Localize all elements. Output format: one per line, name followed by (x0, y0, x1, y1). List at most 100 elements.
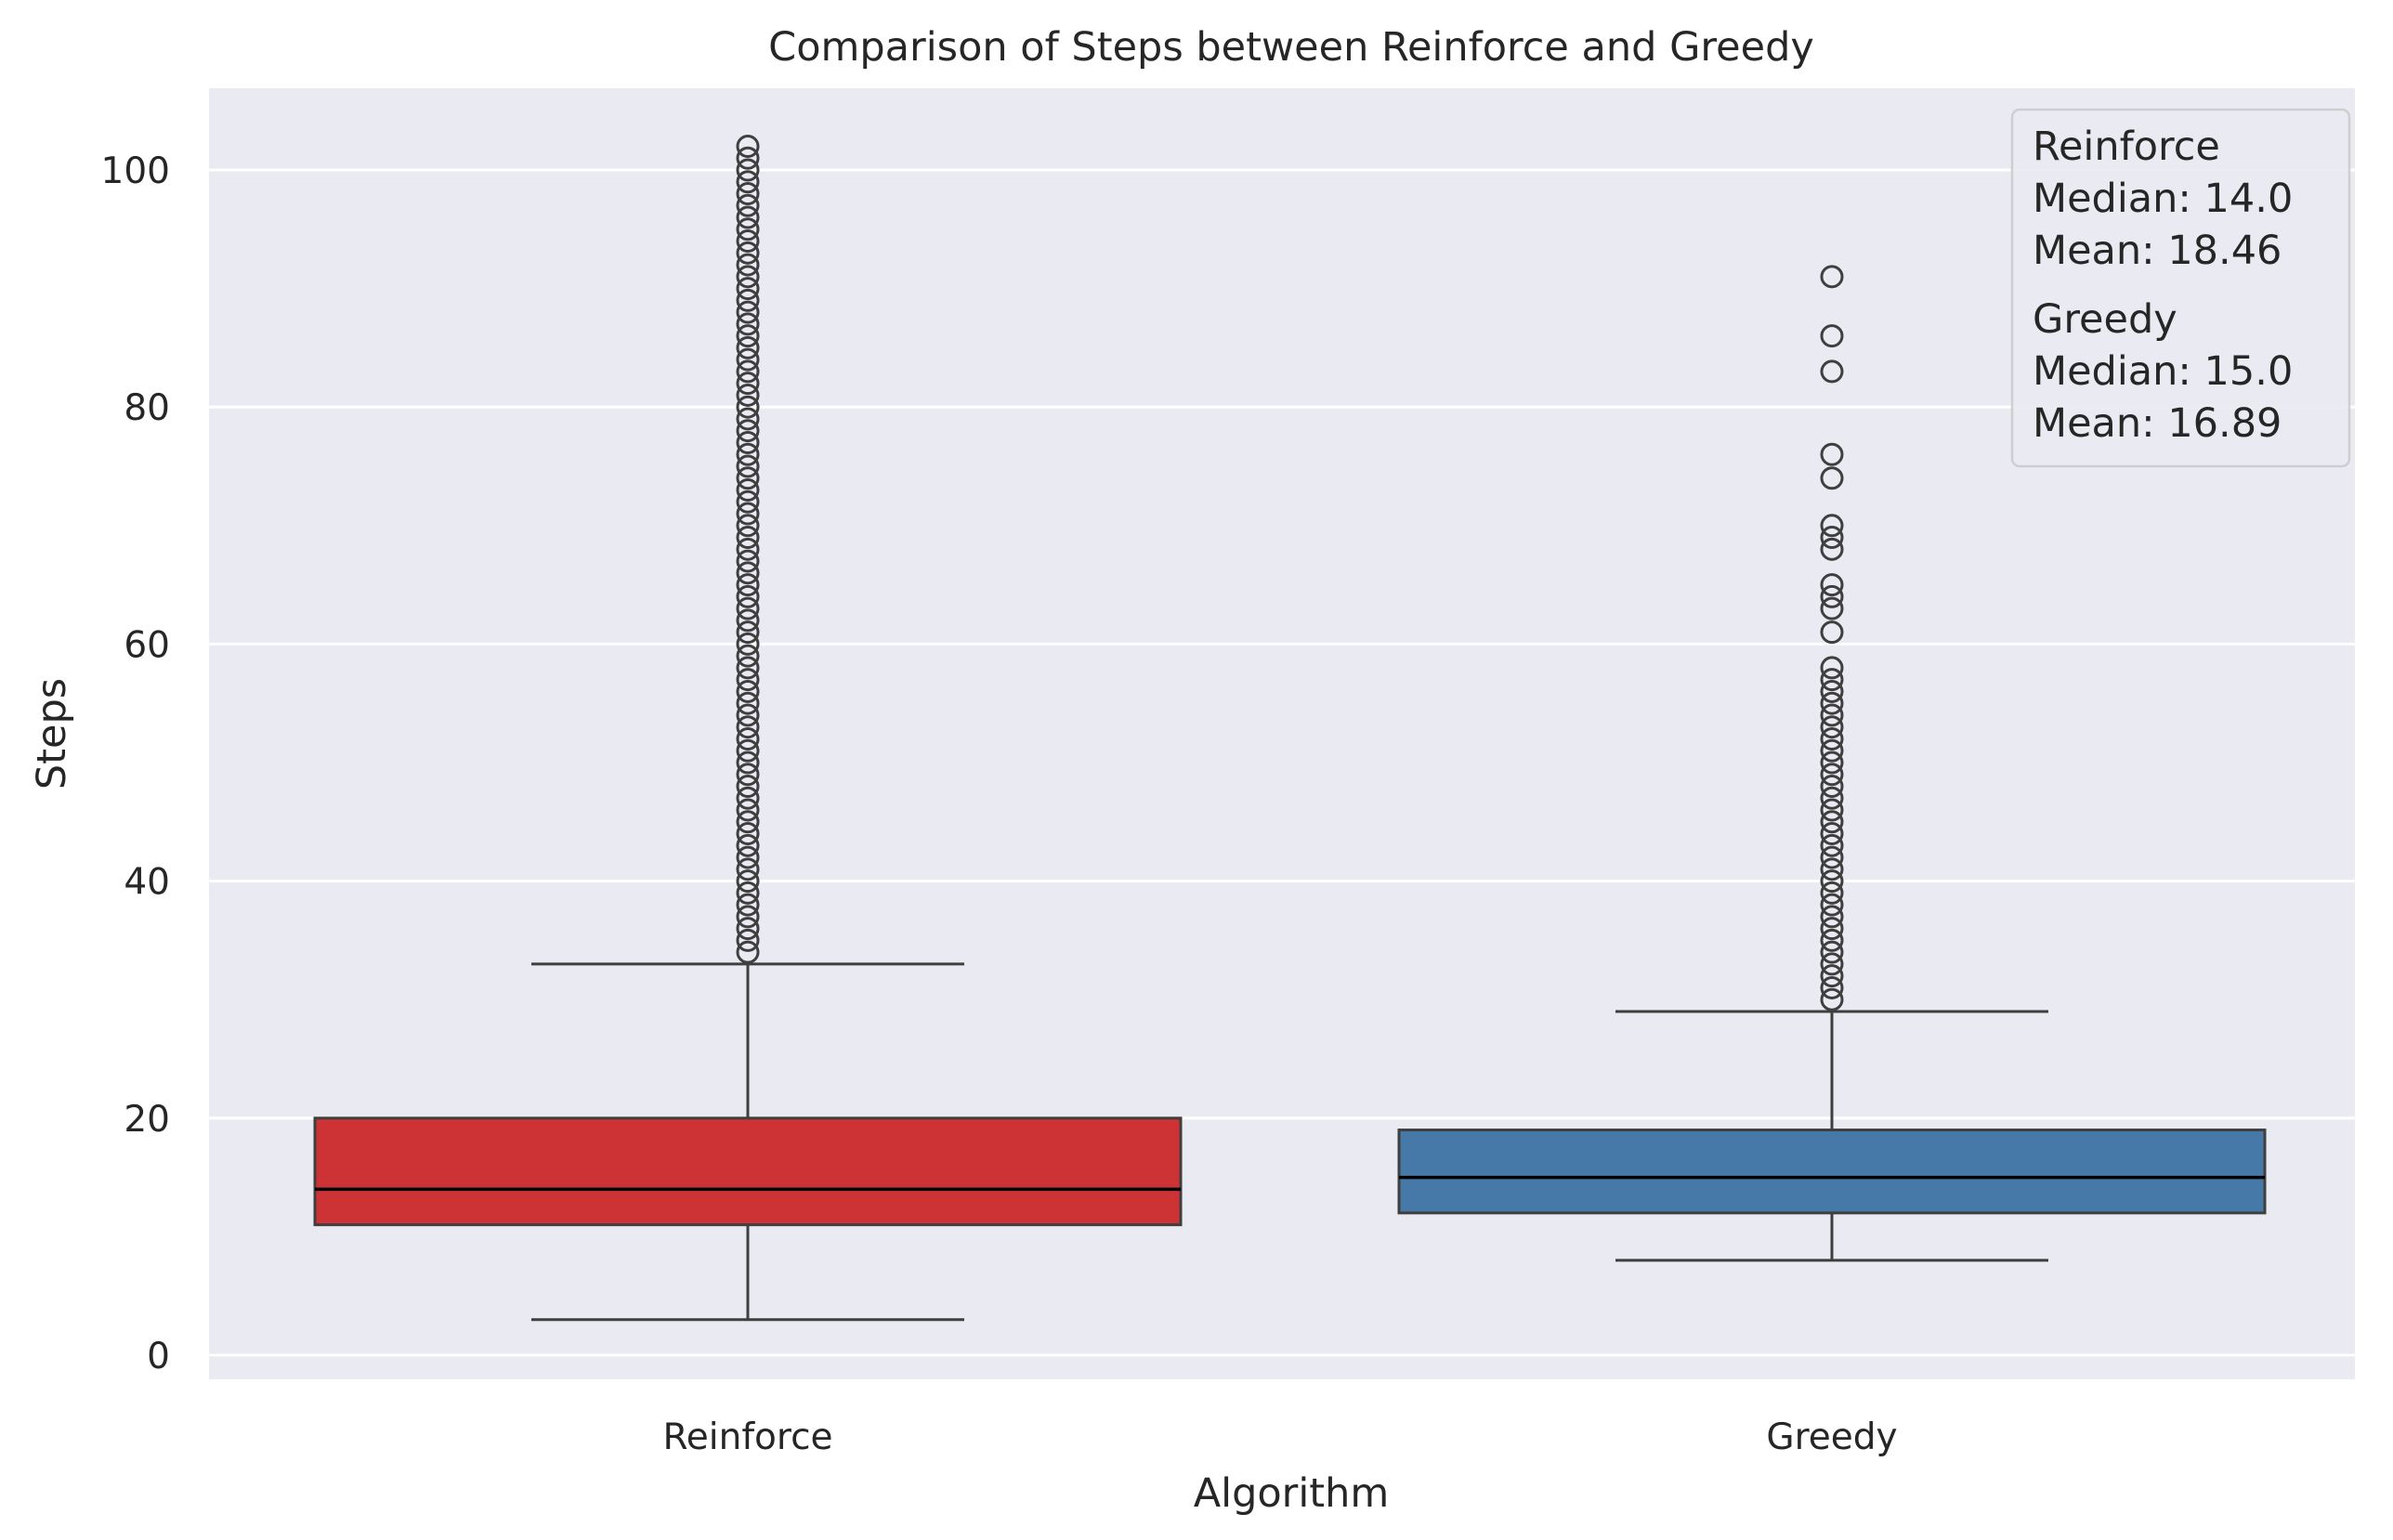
outlier-point (736, 656, 760, 680)
outlier-point (736, 205, 760, 229)
y-axis-ticks: 0 20 40 60 80 100 (101, 150, 170, 1377)
outlier-point (736, 691, 760, 715)
outlier-point (736, 158, 760, 182)
x-tick-label: Reinforce (662, 1416, 832, 1458)
outlier-point (1820, 691, 1844, 715)
outlier-point (736, 253, 760, 277)
boxes (313, 134, 2267, 1322)
outlier-point (736, 419, 760, 443)
outlier-point (1820, 573, 1844, 597)
outlier-point (1820, 442, 1844, 466)
outlier-point (1820, 679, 1844, 703)
y-tick-label: 0 (147, 1336, 170, 1377)
outlier-point (1820, 514, 1844, 538)
outlier-point (1820, 526, 1844, 550)
legend-group-name: Greedy (2033, 296, 2177, 343)
outlier-point (1820, 987, 1844, 1011)
outlier-point (736, 679, 760, 703)
outlier-point (736, 810, 760, 834)
outlier-point (736, 277, 760, 301)
outlier-point (736, 869, 760, 894)
outlier-point (1820, 857, 1844, 881)
outlier-point (736, 146, 760, 170)
outlier-point (736, 395, 760, 419)
outlier-point (1820, 726, 1844, 750)
box-group (1397, 265, 2267, 1262)
outlier-point (736, 442, 760, 466)
outlier-point (736, 644, 760, 668)
outlier-point (736, 335, 760, 359)
outlier-point (1820, 324, 1844, 348)
legend-group-name: Reinforce (2033, 124, 2220, 170)
outlier-point (736, 608, 760, 633)
outlier-point (736, 738, 760, 763)
outlier-point (736, 383, 760, 407)
outlier-point (1820, 537, 1844, 561)
outlier-point (736, 668, 760, 692)
outlier-point (1820, 596, 1844, 620)
outlier-point (736, 170, 760, 194)
outlier-point (736, 347, 760, 372)
outlier-point (736, 620, 760, 645)
outlier-point (736, 182, 760, 206)
outlier-point (736, 217, 760, 241)
legend-box (2010, 108, 2351, 468)
box-iqr (1397, 1129, 2267, 1215)
outlier-point (1820, 584, 1844, 608)
outlier-point (1820, 833, 1844, 857)
outlier-point (1820, 952, 1844, 976)
outlier-point (1820, 775, 1844, 799)
outlier-point (736, 833, 760, 857)
outlier-point (736, 715, 760, 739)
outlier-point (736, 905, 760, 929)
x-axis-ticks: Reinforce Greedy (662, 1416, 1897, 1458)
outlier-point (1820, 822, 1844, 846)
outlier-point (736, 407, 760, 431)
outlier-point (1820, 975, 1844, 999)
outlier-point (736, 596, 760, 620)
chart-title: Comparison of Steps between Reinforce an… (768, 24, 1814, 71)
box-iqr (313, 1116, 1183, 1227)
x-tick-label: Greedy (1766, 1416, 1897, 1458)
y-tick-label: 80 (124, 387, 170, 429)
outlier-point (736, 549, 760, 573)
outlier-point (736, 489, 760, 514)
outlier-point (736, 324, 760, 348)
outlier-point (736, 750, 760, 775)
outlier-point (1820, 359, 1844, 384)
legend: Reinforce Median: 14.0 Mean: 18.46 Greed… (2010, 108, 2351, 468)
outlier-point (1820, 656, 1844, 680)
outlier-point (1820, 869, 1844, 894)
outlier-point (1820, 466, 1844, 490)
y-axis-label: Steps (29, 678, 75, 790)
outlier-point (736, 561, 760, 585)
y-tick-label: 20 (124, 1099, 170, 1141)
legend-mean: Mean: 18.46 (2033, 228, 2282, 274)
outlier-point (1820, 940, 1844, 964)
outlier-point (736, 881, 760, 905)
outlier-point (736, 822, 760, 846)
outlier-point (736, 193, 760, 217)
outlier-point (736, 454, 760, 478)
y-tick-label: 60 (124, 624, 170, 666)
outlier-point (1820, 750, 1844, 775)
outlier-point (736, 288, 760, 312)
outlier-point (736, 241, 760, 265)
outlier-point (736, 573, 760, 597)
outlier-point (1820, 881, 1844, 905)
outlier-point (736, 300, 760, 324)
legend-median: Median: 14.0 (2033, 176, 2293, 222)
outlier-point (736, 502, 760, 526)
outlier-point (736, 359, 760, 384)
outlier-point (1820, 715, 1844, 739)
outlier-point (736, 514, 760, 538)
outlier-point (736, 584, 760, 608)
outlier-point (1820, 738, 1844, 763)
outlier-point (1820, 917, 1844, 941)
outlier-point (736, 798, 760, 822)
outlier-point (736, 763, 760, 787)
outlier-point (1820, 798, 1844, 822)
outlier-point (736, 134, 760, 158)
outlier-point (1820, 905, 1844, 929)
